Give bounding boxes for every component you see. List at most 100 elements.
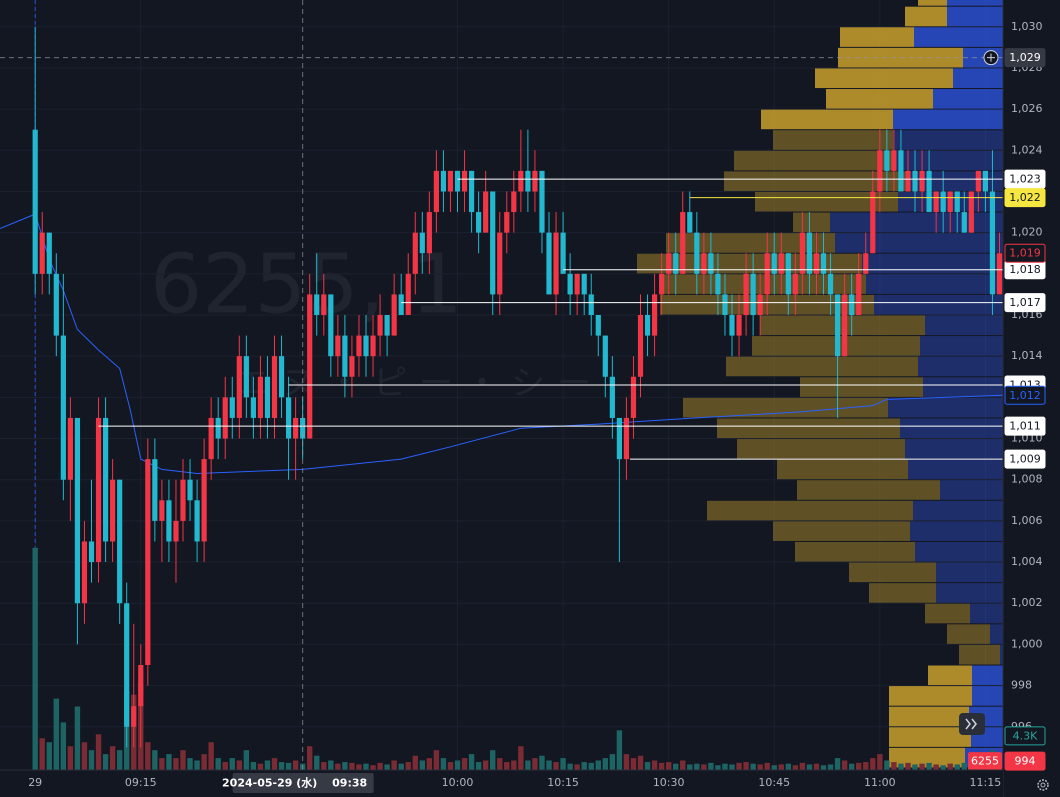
candle-body bbox=[391, 294, 397, 336]
candle-body bbox=[229, 397, 235, 418]
volume-ma-label: 4.3K bbox=[1013, 729, 1038, 742]
candle-body bbox=[968, 191, 974, 233]
volume-bar bbox=[870, 758, 876, 770]
add-alert-button[interactable] bbox=[983, 50, 999, 66]
candle-body bbox=[933, 191, 939, 213]
y-tick-label: 1,030 bbox=[1011, 20, 1043, 33]
volume-bar bbox=[264, 760, 271, 770]
candle-body bbox=[461, 170, 468, 192]
volume-bar bbox=[581, 762, 587, 770]
y-tick-label: 998 bbox=[1011, 679, 1032, 692]
profile-sell bbox=[910, 521, 1003, 541]
settings-button[interactable] bbox=[1037, 779, 1049, 791]
candle-body bbox=[940, 191, 946, 213]
candle-body bbox=[996, 253, 1003, 295]
volume-bar bbox=[595, 760, 601, 770]
profile-buy bbox=[755, 191, 898, 212]
level-label-bg bbox=[1004, 188, 1046, 208]
volume-bar bbox=[391, 760, 397, 770]
volume-bar bbox=[799, 762, 806, 770]
profile-buy bbox=[734, 150, 895, 171]
candle-body bbox=[39, 232, 45, 274]
watermark-name: エヌ・ピー・シー bbox=[235, 364, 603, 404]
profile-sell bbox=[970, 603, 1003, 624]
volume-bar bbox=[187, 758, 193, 770]
candle-body bbox=[637, 315, 644, 377]
candle-body bbox=[483, 191, 489, 233]
y-tick-label: 1,024 bbox=[1011, 143, 1043, 156]
candle-body bbox=[194, 500, 200, 542]
candle-body bbox=[285, 397, 292, 439]
volume-bar bbox=[518, 746, 524, 770]
volume-bar bbox=[539, 755, 545, 770]
profile-sell bbox=[920, 336, 1003, 356]
candle-body bbox=[905, 170, 911, 192]
crosshair-price-label-bg bbox=[1004, 48, 1046, 68]
volume-bar bbox=[616, 730, 623, 770]
volume-bar bbox=[820, 765, 827, 770]
profile-sell bbox=[925, 315, 1003, 336]
candle-body bbox=[497, 232, 503, 295]
volume-bar bbox=[806, 764, 813, 770]
profile-sell bbox=[1000, 644, 1003, 665]
candle-body bbox=[328, 294, 334, 357]
volume-bar bbox=[665, 762, 672, 770]
volume-bar bbox=[292, 760, 299, 770]
y-tick-label: 1,026 bbox=[1011, 102, 1043, 115]
candle-body bbox=[384, 315, 390, 336]
candle-body bbox=[124, 603, 130, 727]
y-tick-label: 1,020 bbox=[1011, 226, 1043, 239]
settings-icon bbox=[1037, 779, 1049, 791]
volume-bar bbox=[116, 750, 123, 770]
candle-body bbox=[623, 417, 630, 460]
profile-buy bbox=[660, 274, 866, 294]
profile-buy bbox=[840, 27, 914, 47]
candle-body bbox=[321, 294, 327, 315]
profile-buy bbox=[666, 233, 835, 253]
candle-body bbox=[356, 335, 362, 357]
volume-bar bbox=[377, 762, 383, 770]
volume-bar bbox=[567, 763, 573, 770]
volume-bar bbox=[792, 765, 799, 770]
volume-bar bbox=[356, 764, 362, 770]
profile-buy bbox=[815, 68, 953, 89]
candle-body bbox=[919, 170, 925, 192]
profile-buy bbox=[826, 89, 933, 109]
volume-bar bbox=[602, 758, 609, 770]
candle-body bbox=[490, 191, 496, 295]
volume-bar bbox=[778, 764, 784, 770]
candle-body bbox=[300, 417, 306, 439]
volume-bar bbox=[342, 762, 348, 770]
profile-sell bbox=[972, 686, 1003, 706]
profile-buy bbox=[717, 418, 900, 439]
volume-bar bbox=[848, 763, 855, 770]
volume-bar bbox=[482, 760, 489, 770]
profile-sell bbox=[913, 500, 1003, 521]
volume-bar bbox=[384, 764, 390, 770]
volume-bar bbox=[201, 754, 207, 770]
volume-bar bbox=[715, 765, 721, 770]
candle-body bbox=[842, 294, 848, 357]
candle-body bbox=[947, 191, 953, 213]
volume-bar bbox=[637, 755, 644, 770]
candle-body bbox=[468, 170, 475, 213]
profile-buy bbox=[724, 171, 905, 191]
volume-bar bbox=[152, 750, 158, 770]
level-label-bg bbox=[1004, 169, 1046, 189]
candle-body bbox=[954, 191, 960, 213]
volume-bar bbox=[771, 765, 777, 770]
candle-body bbox=[95, 417, 102, 563]
candle-body bbox=[701, 253, 707, 274]
candle-body bbox=[616, 417, 622, 460]
scroll-to-latest-button[interactable] bbox=[959, 713, 985, 735]
volume-bar bbox=[658, 762, 665, 770]
volume-bar bbox=[370, 765, 376, 770]
volume-bar bbox=[609, 754, 616, 770]
profile-sell bbox=[936, 562, 1003, 583]
last-price-label-bg bbox=[1004, 243, 1046, 263]
volume-bar bbox=[145, 742, 151, 770]
candle-body bbox=[398, 294, 404, 315]
candle-body bbox=[982, 170, 989, 192]
candle-body bbox=[666, 253, 672, 274]
